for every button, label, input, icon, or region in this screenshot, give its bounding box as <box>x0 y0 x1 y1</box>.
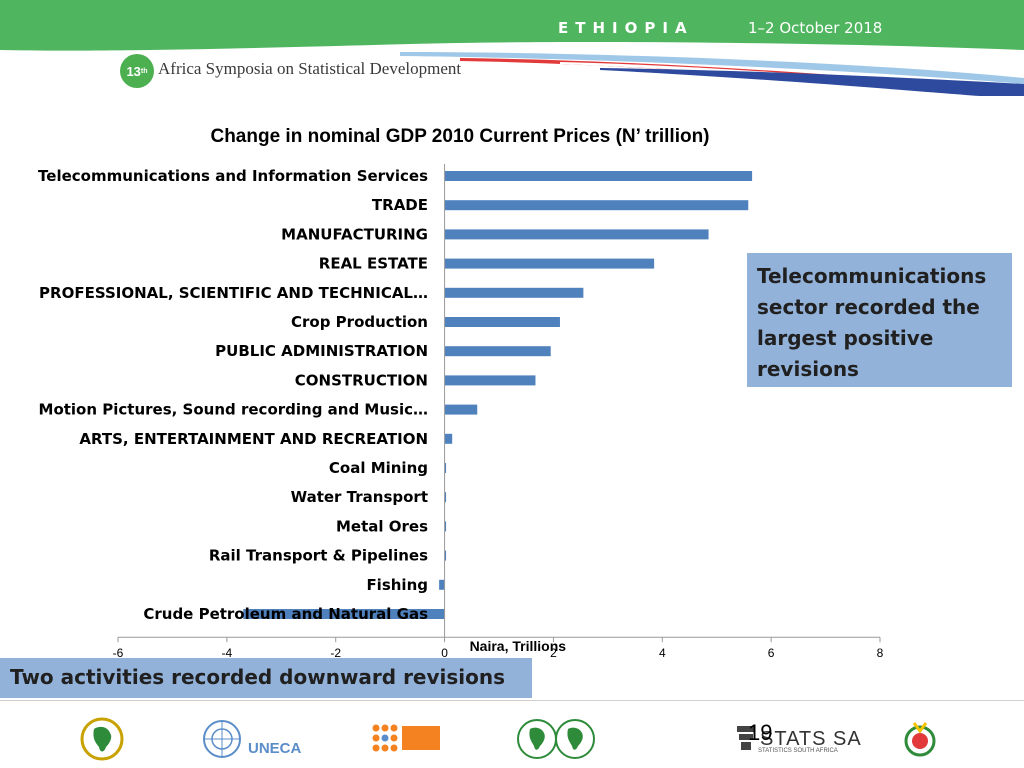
afdb-logo <box>517 719 595 759</box>
uneca-label: UNECA <box>248 740 302 757</box>
stats-sa-label: STATS SA <box>760 728 862 750</box>
country-label: ETHIOPIA <box>558 19 694 37</box>
un-emblem <box>203 720 241 758</box>
category-label: REAL ESTATE <box>319 255 428 273</box>
bar <box>439 579 445 590</box>
x-axis-title: Naira, Trillions <box>470 638 567 654</box>
category-label: Water Transport <box>291 488 428 506</box>
symposium-title: Africa Symposia on Statistical Developme… <box>158 59 462 78</box>
category-label: Crop Production <box>291 313 428 331</box>
x-tick-label: -4 <box>222 646 233 660</box>
category-label: MANUFACTURING <box>281 225 428 243</box>
category-label: Metal Ores <box>336 517 428 535</box>
badge-suffix: th <box>140 67 148 75</box>
callout-line: sector recorded the <box>757 295 980 319</box>
callout-line: revisions <box>757 357 859 381</box>
bar <box>444 463 447 473</box>
x-tick-label: 8 <box>877 646 884 660</box>
telecom-callout: Telecommunications sector recorded the l… <box>747 253 1012 387</box>
category-label: Fishing <box>366 576 428 594</box>
category-label: TRADE <box>372 196 428 214</box>
bar <box>444 433 453 444</box>
callout-line: Telecommunications <box>757 264 987 288</box>
badge-number: 13 <box>126 63 141 79</box>
x-tick-label: 0 <box>441 646 448 660</box>
stats-sa-subtitle: STATISTICS SOUTH AFRICA <box>758 748 838 754</box>
category-label: CONSTRUCTION <box>295 371 428 389</box>
chart-title: Change in nominal GDP 2010 Current Price… <box>210 126 710 147</box>
category-label: ARTS, ENTERTAINMENT AND RECREATION <box>79 430 428 448</box>
x-tick-label: 2 <box>550 646 557 660</box>
downward-revisions-note: Two activities recorded downward revisio… <box>0 658 532 698</box>
event-dates: 1–2 October 2018 <box>748 19 883 37</box>
bar <box>444 550 447 561</box>
x-tick-label: -2 <box>330 646 341 660</box>
event-logo <box>904 722 936 757</box>
category-label: Motion Pictures, Sound recording and Mus… <box>39 401 428 419</box>
category-label: Coal Mining <box>329 459 428 477</box>
callout-line: largest positive <box>757 326 934 350</box>
bar <box>444 346 551 357</box>
bar <box>444 200 749 211</box>
gdp-bar-chart: Telecommunications and Information Servi… <box>38 164 884 660</box>
bar <box>444 492 447 503</box>
x-tick-label: -6 <box>113 646 124 660</box>
category-label: Rail Transport & Pipelines <box>209 547 428 565</box>
footer-divider <box>0 700 1024 701</box>
bar <box>444 258 655 269</box>
bar <box>444 317 560 327</box>
category-label: PUBLIC ADMINISTRATION <box>215 342 428 360</box>
stats-sa-icon <box>737 726 755 750</box>
african-union-logo <box>80 717 124 761</box>
bar <box>444 229 709 240</box>
x-tick-label: 4 <box>659 646 666 660</box>
category-label: Crude Petroleum and Natural Gas <box>143 605 428 623</box>
header-graphic <box>0 0 1024 96</box>
bar <box>444 521 447 532</box>
x-tick-label: 6 <box>768 646 775 660</box>
category-label: Telecommunications and Information Servi… <box>38 167 428 185</box>
bar <box>444 404 478 415</box>
bar <box>444 287 584 298</box>
category-label: PROFESSIONAL, SCIENTIFIC AND TECHNICAL… <box>39 284 428 302</box>
bar <box>444 171 753 181</box>
page-number: 19 <box>748 720 773 745</box>
bar <box>444 375 536 386</box>
bar <box>243 609 445 619</box>
unfpa-logo <box>372 724 440 752</box>
